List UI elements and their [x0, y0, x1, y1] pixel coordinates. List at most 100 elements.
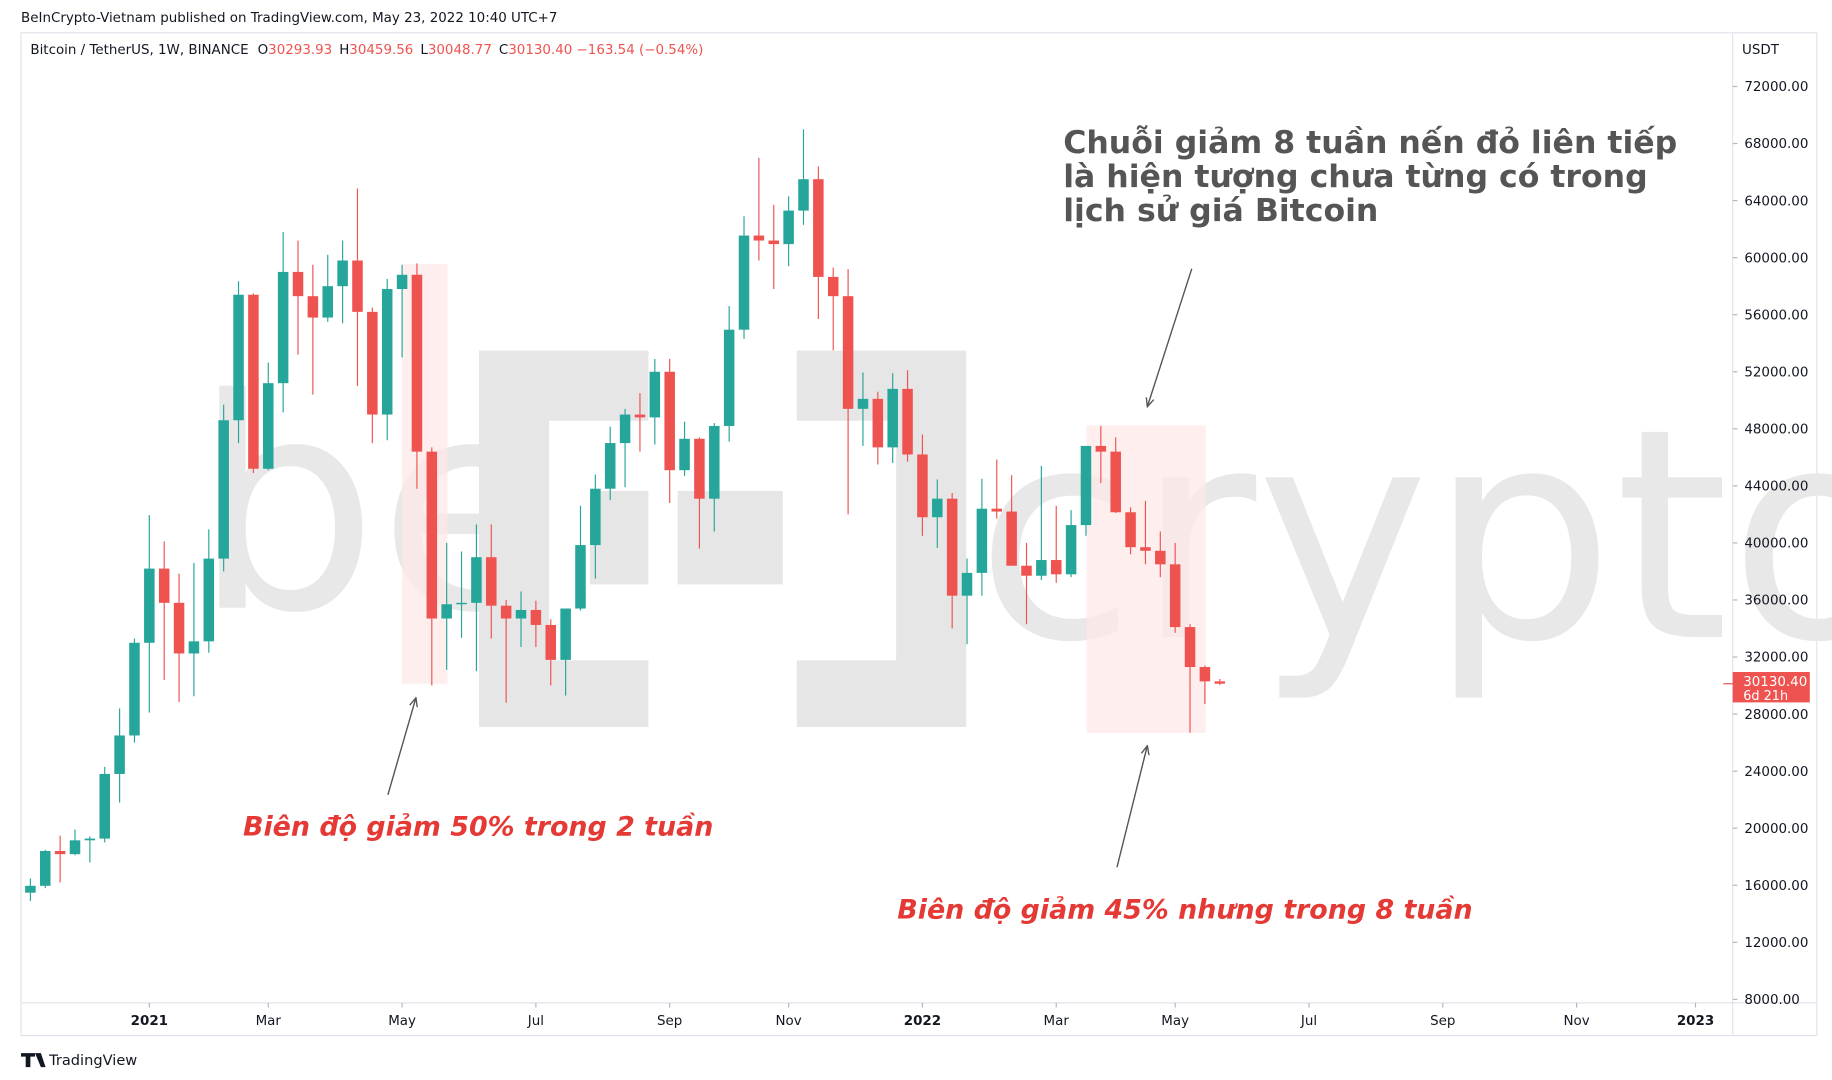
candle-body	[337, 260, 348, 287]
candle-body	[25, 885, 36, 893]
candle-body	[753, 235, 765, 241]
candle-body	[381, 289, 393, 415]
price-label: 30130.40	[1743, 675, 1807, 690]
candle-body	[1155, 550, 1166, 565]
footer: TradingView	[48, 1052, 137, 1069]
axis-label: USDT	[1742, 43, 1780, 58]
candle-body	[813, 179, 824, 277]
annotation-block: Chuỗi giảm 8 tuần nến đỏ liên tiếp là hi…	[1063, 124, 1677, 229]
y-tick-label: 52000.00	[1744, 365, 1808, 380]
candle-body	[203, 558, 215, 642]
y-tick-label: 56000.00	[1744, 308, 1808, 323]
watermark-glyph	[677, 490, 783, 585]
arrow	[1116, 746, 1147, 868]
candle-body	[99, 773, 110, 839]
arrow	[387, 698, 416, 795]
annotation: Biên độ giảm 45% nhưng trong 8 tuần	[897, 895, 1472, 926]
x-tick-label: Sep	[657, 1014, 682, 1029]
candle-body	[798, 179, 809, 211]
y-tick-label: 60000.00	[1744, 251, 1808, 266]
published-note: BeInCrypto-Vietnam published on TradingV…	[21, 11, 557, 26]
annotation: Biên độ giảm 50% trong 2 tuần	[243, 812, 713, 843]
candle-body	[54, 851, 66, 855]
candle-body	[500, 605, 512, 619]
x-tick-label: Mar	[256, 1014, 282, 1029]
candle-body	[218, 420, 229, 559]
ohlc: O30293.93 H30459.56 L30048.77 C30130.40	[258, 43, 573, 58]
candle-body	[248, 294, 259, 469]
footer-logo	[21, 1053, 46, 1068]
y-tick-label: 32000.00	[1744, 651, 1808, 666]
candle-body	[40, 851, 51, 886]
y-tick-label: 12000.00	[1744, 936, 1808, 951]
y-tick-label: 68000.00	[1744, 137, 1808, 152]
candle-body	[1065, 525, 1077, 575]
candle-body	[158, 568, 170, 603]
price-label-box	[1732, 672, 1810, 703]
candle-body	[887, 388, 898, 448]
highlight-zone	[1086, 425, 1206, 733]
candle-body	[709, 425, 720, 499]
candle-body	[842, 296, 854, 409]
countdown: 6d 21h	[1743, 689, 1788, 704]
candle-body	[1095, 445, 1107, 452]
ohlc-key: L	[420, 43, 428, 58]
candle-body	[1140, 547, 1151, 551]
y-tick-label: 44000.00	[1744, 480, 1808, 495]
candle-body	[307, 296, 319, 318]
candle-body	[768, 240, 780, 245]
candle-body	[114, 735, 125, 774]
candle-body	[426, 451, 438, 619]
symbol: Bitcoin / TetherUS, 1W, BINANCE	[30, 43, 248, 58]
ohlc-key: O	[258, 43, 269, 58]
candle-body	[738, 235, 750, 330]
ohlc-value: 30048.77	[428, 43, 492, 58]
x-tick-label: May	[388, 1014, 416, 1029]
candle-body	[188, 641, 200, 654]
candle-body	[486, 557, 497, 606]
candle-body	[961, 572, 973, 596]
x-tick-label: Mar	[1044, 1014, 1070, 1029]
x-tick-label: 2022	[904, 1014, 941, 1029]
x-tick-label: Nov	[1563, 1014, 1589, 1029]
y-tick-label: 20000.00	[1744, 822, 1808, 837]
legend: Bitcoin / TetherUS, 1W, BINANCE O30293.9…	[30, 43, 703, 58]
candle-body	[679, 438, 690, 471]
y-tick-label: 8000.00	[1744, 993, 1800, 1008]
candle-body	[471, 557, 482, 603]
ohlc-value: 30293.93	[268, 43, 332, 58]
candle-body	[1036, 560, 1047, 576]
annotation: lịch sử giá Bitcoin	[1063, 193, 1378, 229]
candle-body	[292, 271, 304, 297]
change: −163.54 (−0.54%)	[577, 43, 704, 58]
candle-body	[1110, 451, 1121, 513]
candle-body	[872, 398, 884, 448]
candle-body	[1050, 560, 1062, 575]
y-tick-label: 64000.00	[1744, 194, 1808, 209]
candle-body	[69, 840, 81, 855]
candle-body	[322, 286, 333, 318]
candle-body	[604, 443, 616, 489]
y-tick-label: 24000.00	[1744, 765, 1808, 780]
candle-body	[1006, 511, 1017, 566]
candle-body	[575, 545, 586, 609]
ohlc-key: C	[499, 43, 508, 58]
candle-body	[1125, 512, 1136, 548]
candle-body	[263, 383, 274, 469]
candle-body	[664, 371, 675, 471]
candle-body	[530, 609, 542, 625]
candle-body	[783, 210, 794, 245]
candle-body	[723, 329, 735, 426]
x-tick-label: 2023	[1677, 1014, 1714, 1029]
candle-body	[1021, 565, 1032, 576]
candle-body	[560, 608, 571, 660]
candle-body	[352, 260, 363, 312]
x-tick-label: 2021	[131, 1014, 168, 1029]
candles	[25, 129, 1226, 901]
x-tick-label: Sep	[1430, 1014, 1455, 1029]
y-tick-label: 40000.00	[1744, 537, 1808, 552]
ohlc-value: 30130.40	[508, 43, 572, 58]
candle-body	[902, 388, 913, 455]
